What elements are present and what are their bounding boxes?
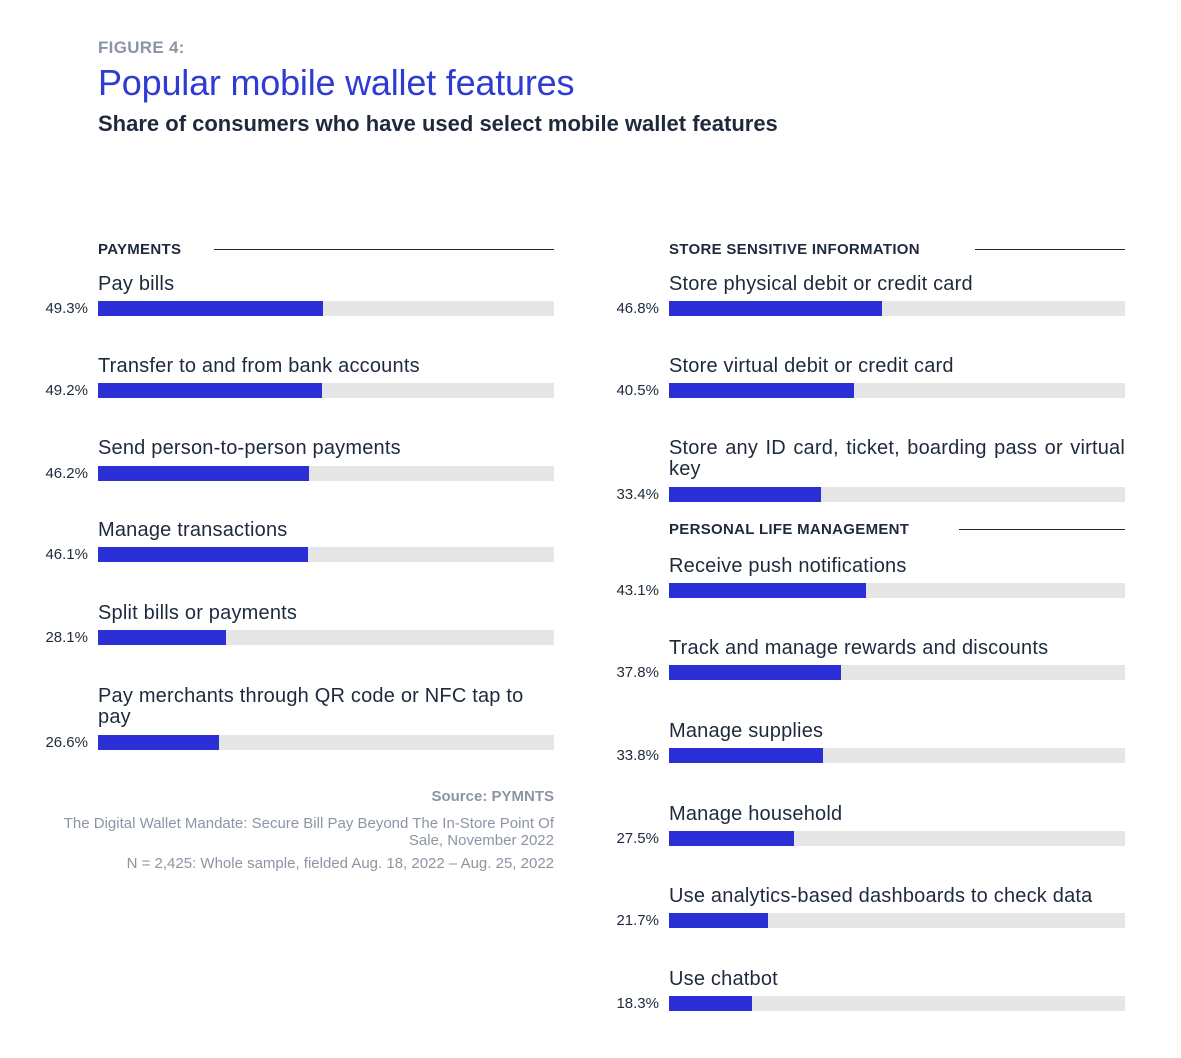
value-label: 43.1%	[616, 582, 659, 599]
bar	[98, 383, 323, 398]
value-label: 49.3%	[45, 300, 88, 317]
section-header-label: STORE SENSITIVE INFORMATION	[669, 241, 920, 258]
figure-label: FIGURE 4:	[98, 38, 185, 57]
bar-track	[98, 466, 554, 481]
bar	[669, 583, 866, 598]
bar	[98, 630, 227, 645]
bar-label: Split bills or payments	[98, 602, 298, 624]
bar-track	[669, 831, 1125, 846]
value-label: 33.8%	[616, 747, 659, 764]
bar-track	[98, 735, 554, 750]
value-label: 18.3%	[616, 995, 659, 1012]
bar	[98, 466, 309, 481]
bar-label: Use analytics-based dashboards to check …	[669, 885, 1093, 907]
bar-track	[669, 301, 1125, 316]
section-header-label: PAYMENTS	[98, 241, 182, 258]
bar-track	[669, 583, 1125, 598]
bar-label: Manage household	[669, 803, 843, 825]
bar-label: Transfer to and from bank accounts	[98, 355, 420, 377]
value-label: 37.8%	[616, 664, 659, 681]
section-rule	[214, 249, 554, 250]
bar-track	[98, 301, 554, 316]
value-label: 27.5%	[616, 830, 659, 847]
bar-label: Send person-to-person payments	[98, 437, 401, 459]
bar-track	[669, 383, 1125, 398]
bar-label: Store any ID card, ticket, boarding pass…	[669, 437, 1125, 480]
value-label: 21.7%	[616, 912, 659, 929]
bar-track	[669, 487, 1125, 502]
value-label: 26.6%	[45, 734, 88, 751]
bar-label: Store physical debit or credit card	[669, 273, 973, 295]
value-label: 49.2%	[45, 382, 88, 399]
bar-track	[669, 665, 1125, 680]
section-header-personal-life-management: PERSONAL LIFE MANAGEMENT	[669, 521, 1125, 541]
value-label: 33.4%	[616, 486, 659, 503]
section-rule	[975, 249, 1125, 250]
source-sample: N = 2,425: Whole sample, fielded Aug. 18…	[126, 855, 554, 872]
source-block: Source: PYMNTS The Digital Wallet Mandat…	[60, 788, 554, 872]
value-label: 40.5%	[616, 382, 659, 399]
bar	[669, 996, 753, 1011]
bar	[669, 383, 854, 398]
section-header-label: PERSONAL LIFE MANAGEMENT	[669, 521, 910, 538]
bar	[669, 487, 822, 502]
bar-track	[669, 913, 1125, 928]
bar	[669, 748, 824, 763]
bar-label: Track and manage rewards and discounts	[669, 637, 1049, 659]
value-label: 46.2%	[45, 465, 88, 482]
section-rule	[959, 529, 1125, 530]
source-publication: The Digital Wallet Mandate: Secure Bill …	[63, 815, 554, 849]
bar-label: Manage supplies	[669, 720, 824, 742]
value-label: 46.8%	[616, 300, 659, 317]
bar	[669, 913, 768, 928]
bar-label: Pay merchants through QR code or NFC tap…	[98, 685, 524, 728]
chart-title: Popular mobile wallet features	[98, 62, 575, 103]
bar	[98, 547, 309, 562]
bar-track	[98, 630, 554, 645]
bar	[669, 301, 883, 316]
value-label: 28.1%	[45, 629, 88, 646]
bar-label: Store virtual debit or credit card	[669, 355, 954, 377]
section-header-store-sensitive-information: STORE SENSITIVE INFORMATION	[669, 241, 1125, 261]
bar	[98, 301, 323, 316]
bar-track	[669, 748, 1125, 763]
bar-track	[98, 383, 554, 398]
bar-label: Pay bills	[98, 273, 175, 295]
value-label: 46.1%	[45, 546, 88, 563]
bar-label: Manage transactions	[98, 519, 288, 541]
bar-track	[669, 996, 1125, 1011]
source-title: Source: PYMNTS	[431, 788, 554, 805]
bar	[98, 735, 220, 750]
section-header-payments: PAYMENTS	[98, 241, 554, 261]
bar-label: Receive push notifications	[669, 555, 907, 577]
bar-track	[98, 547, 554, 562]
bar	[669, 665, 842, 680]
bar-label: Use chatbot	[669, 968, 778, 990]
chart-subtitle: Share of consumers who have used select …	[98, 111, 778, 136]
bar	[669, 831, 795, 846]
